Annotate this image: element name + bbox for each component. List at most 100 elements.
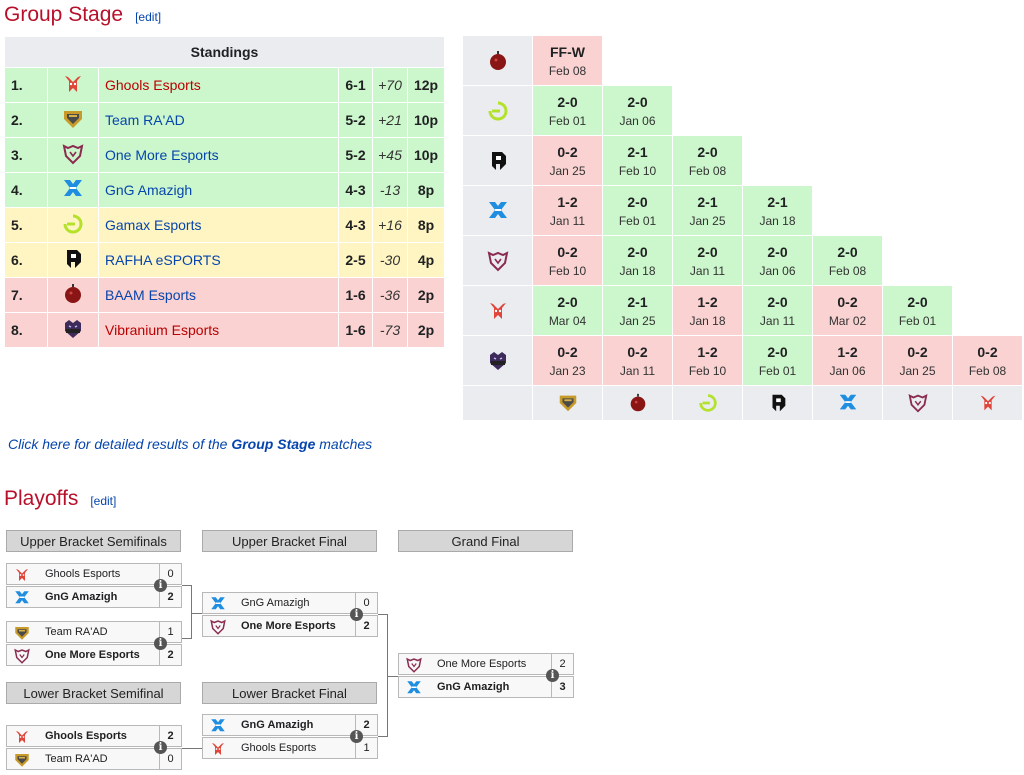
match-result-cell: 0-2 Jan 23: [533, 336, 602, 385]
standing-record: 5-2: [338, 102, 373, 138]
ghools-logo-icon: [953, 386, 1022, 420]
bracket-team-score: 0: [159, 749, 181, 769]
match-score: 1-2: [697, 294, 718, 310]
bracket-team-slot[interactable]: Ghools Esports 0: [6, 563, 182, 585]
match-result-cell: 1-2 Feb 10: [673, 336, 742, 385]
match-score: 2-1: [697, 194, 718, 210]
match-date: Jan 25: [549, 164, 586, 178]
grand-final-header: Grand Final: [398, 530, 573, 552]
standing-team-link[interactable]: Ghools Esports: [98, 67, 339, 103]
match-result-cell: 1-2 Jan 18: [673, 286, 742, 335]
onemore-logo-icon: [463, 236, 532, 285]
standing-record: 1-6: [338, 277, 373, 313]
match-date: Jan 11: [549, 214, 586, 228]
bracket-team-slot[interactable]: Ghools Esports 1: [202, 737, 378, 759]
standing-points: 8p: [407, 172, 445, 208]
match-result-cell: 0-2 Jan 25: [883, 336, 952, 385]
bracket-team-slot[interactable]: GnG Amazigh 3: [398, 676, 574, 698]
match-result-cell: 2-0 Jan 06: [743, 236, 812, 285]
match-score: 2-0: [627, 94, 648, 110]
gamax-logo-icon: [673, 386, 742, 420]
match-info-icon[interactable]: i: [154, 579, 167, 592]
bracket-team-slot[interactable]: One More Esports 2: [202, 615, 378, 637]
standings-row: 6. RAFHA eSPORTS 2-5 -30 4p: [4, 242, 445, 278]
cross-table-corner: [463, 386, 532, 420]
bracket-team-name: One More Esports: [241, 620, 336, 632]
match-score: 0-2: [557, 344, 578, 360]
match-score: 2-0: [767, 244, 788, 260]
standing-record: 1-6: [338, 312, 373, 348]
bracket-team-slot[interactable]: One More Esports 2: [398, 653, 574, 675]
match-result-cell: 2-0 Jan 11: [673, 236, 742, 285]
standing-team-link[interactable]: Team RA'AD: [98, 102, 339, 138]
match-date: Feb 01: [898, 314, 937, 328]
group-stage-edit-link[interactable]: [edit]: [135, 10, 162, 24]
standing-points: 10p: [407, 102, 445, 138]
bracket-connector: [378, 614, 388, 615]
gamax-logo-icon: [47, 207, 99, 243]
upper-bracket-final-header: Upper Bracket Final: [202, 530, 377, 552]
bracket-team-slot[interactable]: Team RA'AD 1: [6, 621, 182, 643]
bracket-connector: [182, 638, 192, 639]
match-info-icon[interactable]: i: [546, 669, 559, 682]
ghools-logo-icon: [13, 728, 31, 746]
match-date: Jan 25: [689, 214, 726, 228]
match-info-icon[interactable]: i: [154, 637, 167, 650]
match-score: 0-2: [557, 244, 578, 260]
match-result-cell: 2-0 Jan 18: [603, 236, 672, 285]
bracket-connector: [387, 676, 398, 677]
onemore-logo-icon: [13, 647, 31, 665]
bracket-team-slot[interactable]: Team RA'AD 0: [6, 748, 182, 770]
standing-points: 12p: [407, 67, 445, 103]
vibranium-logo-icon: [47, 312, 99, 348]
baam-logo-icon: [463, 36, 532, 85]
standings-row: 4. GnG Amazigh 4-3 -13 8p: [4, 172, 445, 208]
ghools-logo-icon: [13, 566, 31, 584]
match-result-cell: 0-2 Feb 10: [533, 236, 602, 285]
standing-diff: +70: [372, 67, 408, 103]
group-stage-results-link[interactable]: Click here for detailed results of the G…: [8, 436, 372, 452]
match-score: 0-2: [907, 344, 928, 360]
bracket-match-ubf: GnG Amazigh 0 One More Esports 2 i: [202, 592, 378, 638]
standing-team-link[interactable]: BAAM Esports: [98, 277, 339, 313]
standings-header: Standings: [4, 36, 445, 68]
match-score: 2-0: [697, 144, 718, 160]
raad-logo-icon: [13, 751, 31, 769]
bracket-team-slot[interactable]: GnG Amazigh 2: [6, 586, 182, 608]
gng-logo-icon: [463, 186, 532, 235]
match-score: 2-0: [557, 94, 578, 110]
match-date: Jan 25: [619, 314, 656, 328]
note-prefix: Click here for detailed results of the: [8, 436, 232, 452]
bracket-match-lbf: GnG Amazigh 2 Ghools Esports 1 i: [202, 714, 378, 760]
match-info-icon[interactable]: i: [154, 741, 167, 754]
match-date: Mar 04: [548, 314, 587, 328]
standings-table: Standings 1. Ghools Esports 6-1 +70 12p 2. Tea…: [4, 36, 445, 348]
match-score: 0-2: [557, 144, 578, 160]
bracket-team-slot[interactable]: One More Esports 2: [6, 644, 182, 666]
standing-team-link[interactable]: GnG Amazigh: [98, 172, 339, 208]
note-bold: Group Stage: [231, 436, 316, 452]
standing-record: 6-1: [338, 67, 373, 103]
raad-logo-icon: [47, 102, 99, 138]
standing-team-link[interactable]: Vibranium Esports: [98, 312, 339, 348]
match-date: Feb 08: [688, 164, 727, 178]
bracket-team-slot[interactable]: GnG Amazigh 0: [202, 592, 378, 614]
match-info-icon[interactable]: i: [350, 608, 363, 621]
match-result-cell: 2-0 Feb 01: [743, 336, 812, 385]
playoffs-edit-link[interactable]: [edit]: [90, 494, 117, 508]
match-score: 2-0: [767, 344, 788, 360]
standing-team-link[interactable]: One More Esports: [98, 137, 339, 173]
match-date: Jan 06: [759, 264, 796, 278]
standing-team-link[interactable]: Gamax Esports: [98, 207, 339, 243]
match-date: Jan 11: [689, 264, 726, 278]
match-score: 1-2: [837, 344, 858, 360]
match-score: 0-2: [627, 344, 648, 360]
vibranium-logo-icon: [463, 336, 532, 385]
bracket-team-score: 2: [355, 616, 377, 636]
bracket-team-slot[interactable]: Ghools Esports 2: [6, 725, 182, 747]
bracket-team-slot[interactable]: GnG Amazigh 2: [202, 714, 378, 736]
match-info-icon[interactable]: i: [350, 730, 363, 743]
match-date: Feb 10: [618, 164, 657, 178]
standing-rank: 6.: [4, 242, 48, 278]
standing-team-link[interactable]: RAFHA eSPORTS: [98, 242, 339, 278]
